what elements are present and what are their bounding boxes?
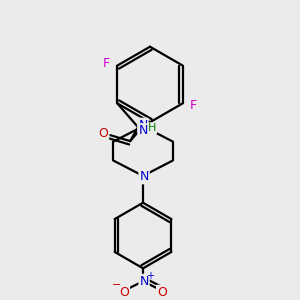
Text: N: N: [140, 170, 149, 183]
Text: F: F: [103, 57, 110, 70]
Text: −: −: [112, 280, 121, 290]
Text: N: N: [140, 275, 149, 288]
Text: O: O: [157, 286, 167, 299]
Text: H: H: [148, 123, 156, 133]
Text: O: O: [119, 286, 129, 299]
Text: +: +: [146, 271, 154, 281]
Text: N: N: [138, 124, 148, 137]
Text: F: F: [190, 99, 197, 112]
Text: O: O: [98, 127, 108, 140]
Text: N: N: [138, 119, 148, 132]
